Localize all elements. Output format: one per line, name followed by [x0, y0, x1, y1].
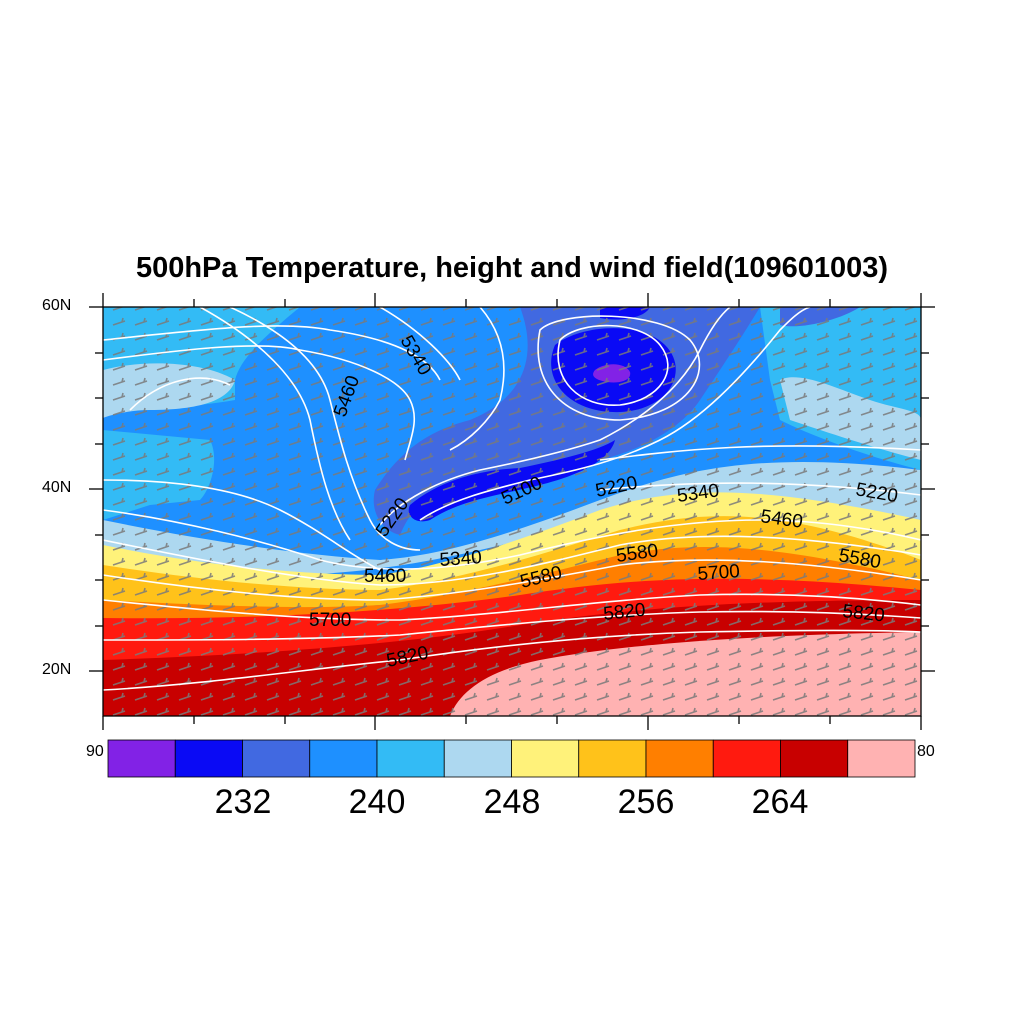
colorbar-box — [443, 739, 512, 778]
colorbar-tick-label: 232 — [214, 783, 272, 821]
colorbar-tick-label: 256 — [617, 783, 675, 821]
colorbar — [107, 739, 916, 778]
colorbar-box — [376, 739, 445, 778]
colorbar-box — [578, 739, 647, 778]
contour-label: 5820 — [602, 600, 646, 625]
colorbar-box — [780, 739, 849, 778]
colorbar-box — [242, 739, 311, 778]
colorbar-box — [309, 739, 378, 778]
colorbar-tick-label: 264 — [751, 783, 809, 821]
colorbar-box — [174, 739, 243, 778]
map-frame — [102, 306, 922, 717]
colorbar-box — [645, 739, 714, 778]
contour-label: 5700 — [309, 610, 351, 631]
contour-label: 5340 — [439, 547, 483, 571]
colorbar-end-label-right: 80 — [917, 743, 935, 760]
contour-label: 5460 — [364, 566, 406, 587]
height-contour-lines — [103, 307, 921, 691]
contour-label: 5820 — [841, 601, 885, 626]
lat-label-40n: 40N — [42, 479, 72, 496]
colorbar-box — [712, 739, 781, 778]
colorbar-end-label-left: 90 — [86, 743, 104, 760]
temperature-field — [103, 307, 921, 716]
colorbar-box — [847, 739, 916, 778]
axis-ticks — [89, 293, 935, 730]
colorbar-box — [107, 739, 176, 778]
lat-label-60n: 60N — [42, 297, 72, 314]
colorbar-tick-label: 240 — [348, 783, 406, 821]
colorbar-tick-label: 248 — [483, 783, 541, 821]
contour-label: 5700 — [697, 561, 741, 585]
lat-label-20n: 20N — [42, 661, 72, 678]
colorbar-box — [511, 739, 580, 778]
map-title: 500hPa Temperature, height and wind fiel… — [135, 252, 889, 284]
